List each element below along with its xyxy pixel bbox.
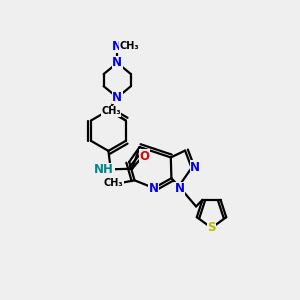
Text: CH₃: CH₃ [104, 178, 124, 188]
Text: CH₃: CH₃ [120, 41, 140, 51]
Text: N: N [112, 91, 122, 104]
Text: N: N [149, 182, 159, 194]
Text: O: O [140, 150, 149, 163]
Text: N: N [112, 56, 122, 69]
Text: CH₃: CH₃ [101, 106, 121, 116]
Text: N: N [112, 40, 122, 53]
Text: N: N [190, 161, 200, 174]
Text: NH: NH [94, 163, 114, 176]
Text: S: S [207, 221, 216, 234]
Text: N: N [174, 182, 184, 195]
